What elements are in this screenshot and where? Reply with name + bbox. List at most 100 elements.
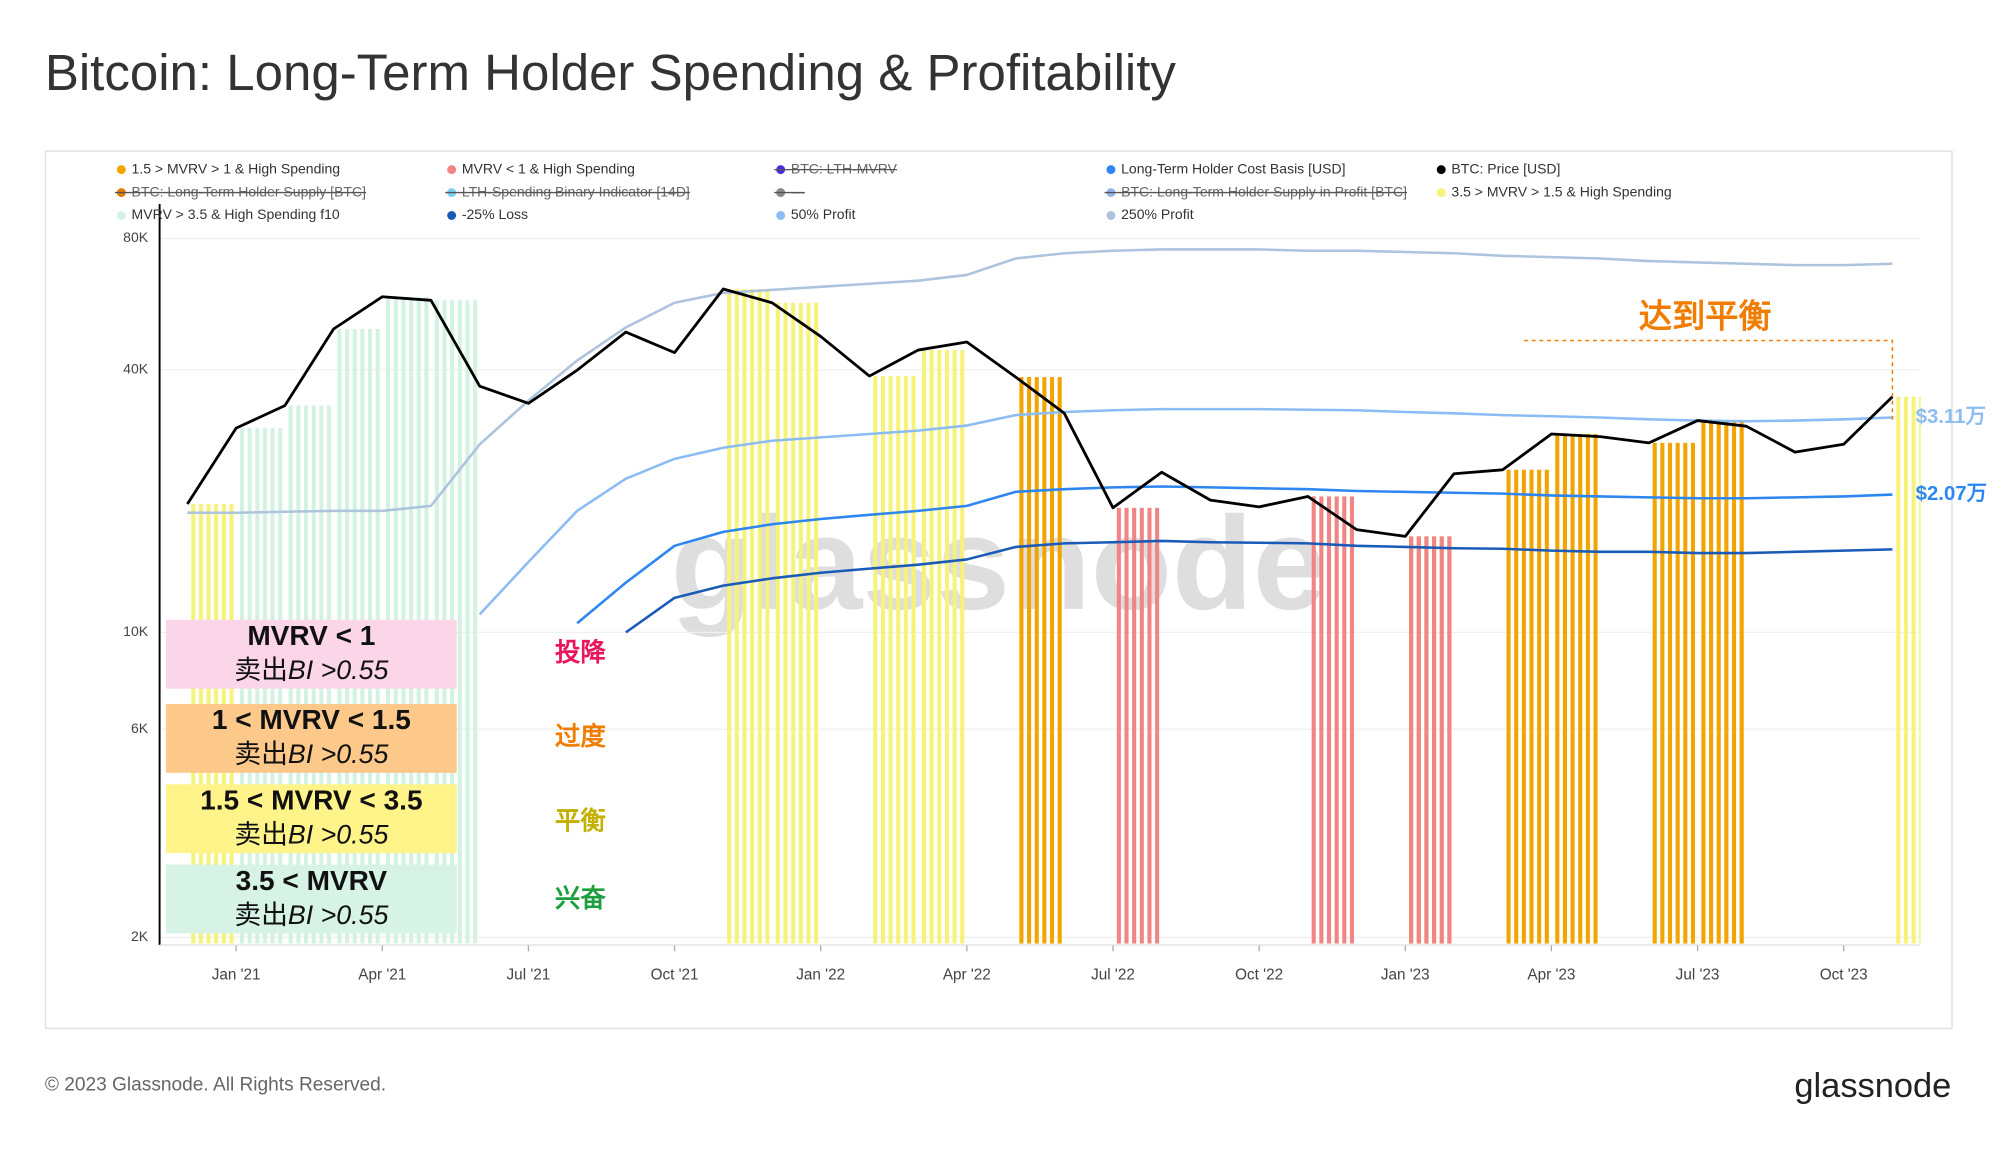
regime-note: 卖出BI >0.55: [234, 655, 388, 685]
plot-area: [186, 248, 1939, 944]
band-stripe: [1585, 434, 1590, 944]
band-stripe: [921, 350, 927, 944]
band-stripe: [457, 300, 462, 944]
legend-label: 3.5 > MVRV > 1.5 & High Spending: [1451, 183, 1671, 199]
spending-band: [1409, 536, 1452, 944]
band-stripe: [1116, 507, 1121, 944]
regime-note-italic: BI >0.55: [288, 900, 389, 930]
regime-note: 卖出BI >0.55: [234, 900, 388, 930]
band-stripe: [1731, 420, 1737, 944]
band-stripe: [1027, 377, 1032, 944]
regime-note-italic: BI >0.55: [288, 655, 389, 685]
regime-box: [165, 784, 457, 854]
spending-band: [873, 376, 916, 944]
regime-note: 卖出BI >0.55: [234, 739, 388, 769]
band-stripe: [473, 300, 478, 944]
x-tick-label: Jul '21: [507, 967, 551, 984]
band-stripe: [1155, 507, 1160, 944]
regime-label: 1 < MVRV < 1.5: [212, 704, 411, 735]
band-stripe: [1514, 469, 1519, 944]
y-tick-label: 80K: [123, 229, 149, 245]
annotation: 达到平衡: [1639, 299, 1772, 336]
regime-tag: 平衡: [555, 806, 606, 835]
y-tick-label: 6K: [131, 720, 149, 736]
series-line: [576, 485, 1893, 625]
y-tick-label: 40K: [123, 360, 149, 376]
band-stripe: [1416, 536, 1421, 944]
spending-band: [1652, 442, 1696, 944]
band-stripe: [1424, 536, 1429, 944]
band-stripe: [1447, 536, 1452, 944]
y-tick-label: 2K: [131, 928, 149, 944]
band-stripe: [1919, 396, 1921, 944]
x-tick-label: Apr '23: [1527, 967, 1575, 984]
band-stripe: [1896, 396, 1901, 944]
band-stripe: [1709, 420, 1714, 944]
spending-band: [1409, 536, 1452, 944]
legend-swatch: [776, 211, 786, 220]
band-stripe: [727, 288, 732, 944]
regime-label: 1.5 < MVRV < 3.5: [200, 785, 422, 816]
band-stripe: [1049, 377, 1055, 944]
band-stripe: [1570, 434, 1575, 944]
band-stripe: [750, 288, 755, 944]
band-stripe: [1667, 442, 1673, 944]
legend-label: MVRV < 1 & High Spending: [462, 160, 635, 176]
legend-label: ---: [791, 183, 805, 199]
x-tick-label: Jan '22: [796, 967, 845, 984]
band-stripe: [960, 350, 965, 944]
legend-swatch: [1436, 165, 1446, 175]
band-stripe: [1660, 442, 1665, 944]
band-stripe: [1034, 377, 1039, 944]
legend-swatch: [447, 211, 457, 220]
regime-box: [165, 703, 457, 773]
band-stripe: [1911, 396, 1916, 944]
spending-band: [727, 288, 770, 944]
band-stripe: [1683, 442, 1688, 944]
regime-note-prefix: 卖出: [234, 739, 288, 769]
band-stripe: [1439, 536, 1444, 944]
x-tick-label: Oct '21: [651, 967, 699, 984]
legend-swatch: [447, 165, 457, 175]
band-stripe: [1537, 469, 1542, 944]
band-stripe: [1716, 420, 1721, 944]
band-stripe: [783, 302, 788, 944]
band-stripe: [1506, 469, 1511, 944]
band-stripe: [1593, 434, 1598, 944]
band-stripe: [952, 350, 957, 944]
regime-box: [165, 864, 457, 934]
band-stripe: [873, 376, 878, 944]
legend-label: BTC: Long-Term Holder Supply in Profit […: [1121, 183, 1407, 199]
band-stripe: [888, 376, 893, 944]
band-stripe: [1521, 469, 1526, 944]
regime-note-italic: BI >0.55: [288, 739, 389, 769]
spending-band: [1701, 420, 1744, 944]
x-tick-label: Apr '21: [358, 967, 406, 984]
legend-label: LTH-Spending Binary Indicator [14D]: [462, 183, 690, 199]
band-stripe: [1132, 507, 1137, 944]
chart-title: Bitcoin: Long-Term Holder Spending & Pro…: [45, 44, 1177, 101]
x-tick-label: Jan '21: [212, 967, 261, 984]
x-tick-label: Oct '23: [1820, 967, 1868, 984]
band-stripe: [465, 300, 470, 944]
legend-label: BTC: LTH-MVRV: [791, 160, 898, 176]
band-stripe: [1724, 420, 1729, 944]
x-tick-label: Oct '22: [1235, 967, 1283, 984]
band-stripe: [1578, 434, 1583, 944]
regime-tag: 过度: [555, 722, 607, 751]
band-stripe: [1409, 536, 1414, 944]
band-stripe: [1124, 507, 1129, 944]
band-stripe: [1147, 507, 1152, 944]
logo: glassnode: [1794, 1067, 1951, 1105]
spending-band: [1311, 496, 1355, 944]
regime-note-prefix: 卖出: [234, 655, 288, 685]
legend-swatch: [1436, 188, 1446, 198]
band-stripe: [896, 376, 901, 944]
band-stripe: [1935, 397, 1939, 944]
legend-label: BTC: Long-Term Holder Supply [BTC]: [132, 183, 366, 199]
legend-label: 1.5 > MVRV > 1 & High Spending: [132, 160, 341, 176]
band-stripe: [1042, 377, 1047, 944]
watermark: glassnode: [671, 490, 1327, 638]
